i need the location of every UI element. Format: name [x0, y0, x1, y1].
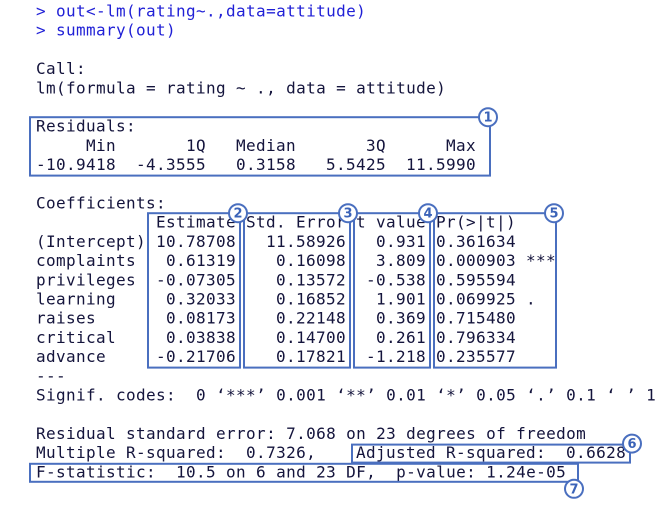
coef-row-name: complaints: [36, 251, 136, 270]
coef-cell: 0.369: [376, 309, 426, 328]
residual-value: -10.9418: [36, 155, 116, 174]
coef-cell: 0.931: [376, 232, 426, 251]
coef-header: Pr(>|t|): [436, 213, 516, 232]
coef-cell: 0.000903: [436, 251, 516, 270]
signif-stars: .: [526, 290, 536, 309]
command: > out<-lm(rating~.,data=attitude): [36, 2, 366, 21]
residual-value: 5.5425: [326, 155, 386, 174]
coef-header: Std. Error: [246, 213, 346, 232]
coef-cell: 11.58926: [266, 232, 346, 251]
coef-cell: -0.538: [366, 270, 426, 289]
adjusted-r2: Adjusted R-squared: 0.6628: [356, 443, 626, 462]
residuals-label: Residuals:: [36, 117, 136, 136]
coef-row-name: critical: [36, 328, 116, 347]
residual-header: 1Q: [186, 136, 206, 155]
annotation-badge: [544, 203, 564, 224]
coef-cell: -0.07305: [156, 270, 236, 289]
annotation-number: 2: [233, 207, 242, 222]
annotation-badge: [338, 203, 358, 224]
multiple-r2: Multiple R-squared: 0.7326,: [36, 443, 316, 462]
coef-cell: 0.069925: [436, 290, 516, 309]
coef-cell: 0.14700: [276, 328, 346, 347]
coef-cell: 0.16852: [276, 290, 346, 309]
annotation-box: [433, 212, 557, 369]
coef-cell: 0.796334: [436, 328, 516, 347]
coef-cell: 0.261: [376, 328, 426, 347]
annotation-box: [243, 212, 351, 369]
annotation-badge: [564, 478, 584, 499]
annotation-number: 5: [549, 207, 558, 222]
signif-stars: ***: [526, 251, 556, 270]
annotation-number: 3: [343, 207, 352, 222]
residual-se: Residual standard error: 7.068 on 23 deg…: [36, 424, 586, 443]
annotation-number: 7: [569, 482, 578, 497]
separator: ---: [36, 366, 66, 385]
coef-header: t value: [356, 213, 426, 232]
annotation-box: [29, 116, 491, 177]
annotation-badge: [622, 433, 642, 454]
coef-cell: -1.218: [366, 347, 426, 366]
coef-row-name: raises: [36, 309, 96, 328]
coef-cell: 0.32033: [166, 290, 236, 309]
command: > summary(out): [36, 21, 176, 40]
coef-cell: 0.61319: [166, 251, 236, 270]
annotation-box: [29, 462, 579, 483]
coef-row-name: (Intercept): [36, 232, 146, 251]
annotation-number: 6: [627, 437, 636, 452]
annotation-box: [351, 443, 631, 464]
coef-row-name: advance: [36, 347, 106, 366]
residual-header: 3Q: [366, 136, 386, 155]
coef-row-name: learning: [36, 290, 116, 309]
call-formula: lm(formula = rating ~ ., data = attitude…: [36, 78, 446, 97]
annotation-number: 1: [483, 111, 492, 126]
annotation-badge: [228, 203, 248, 224]
residual-header: Min: [86, 136, 116, 155]
residual-value: -4.3555: [136, 155, 206, 174]
coef-cell: 0.08173: [166, 309, 236, 328]
coef-cell: 0.16098: [276, 251, 346, 270]
coef-cell: 0.361634: [436, 232, 516, 251]
coef-cell: 3.809: [376, 251, 426, 270]
coef-cell: 0.03838: [166, 328, 236, 347]
coef-cell: 0.235577: [436, 347, 516, 366]
f-statistic: F-statistic: 10.5 on 6 and 23 DF, p-valu…: [36, 462, 566, 481]
residual-value: 11.5990: [406, 155, 476, 174]
coefficients-label: Coefficients:: [36, 194, 166, 213]
coef-header: Estimate: [156, 213, 236, 232]
coef-cell: 0.595594: [436, 270, 516, 289]
residual-value: 0.3158: [236, 155, 296, 174]
annotation-badge: [418, 203, 438, 224]
coef-row-name: privileges: [36, 270, 136, 289]
coef-cell: 1.901: [376, 290, 426, 309]
residual-header: Median: [236, 136, 296, 155]
annotation-box: [147, 212, 241, 369]
residual-header: Max: [446, 136, 476, 155]
coef-cell: 0.17821: [276, 347, 346, 366]
signif-codes: Signif. codes: 0 ‘***’ 0.001 ‘**’ 0.01 ‘…: [36, 386, 656, 405]
annotation-badge: [478, 107, 498, 128]
coef-cell: 0.13572: [276, 270, 346, 289]
coef-cell: -0.21706: [156, 347, 236, 366]
coef-cell: 0.715480: [436, 309, 516, 328]
annotation-box: [353, 212, 431, 369]
call-label: Call:: [36, 59, 86, 78]
coef-cell: 0.22148: [276, 309, 346, 328]
annotation-number: 4: [423, 207, 432, 222]
coef-cell: 10.78708: [156, 232, 236, 251]
